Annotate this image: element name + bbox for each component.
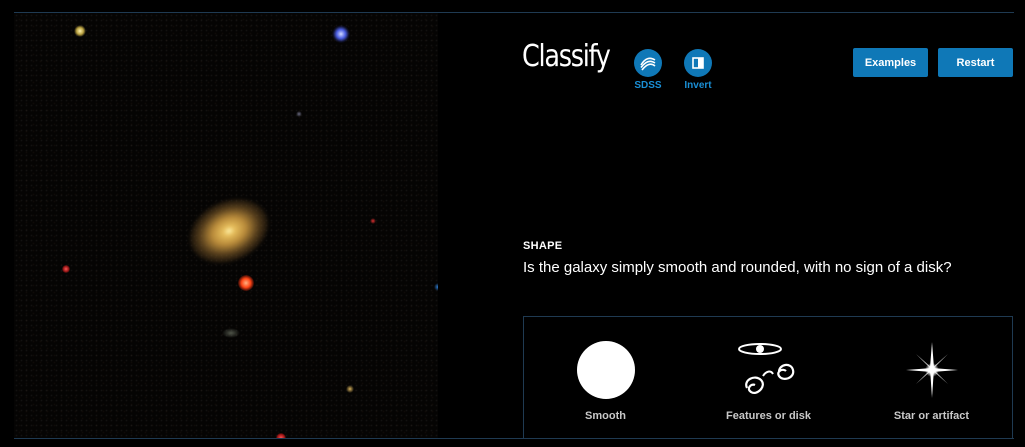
top-divider xyxy=(14,12,1014,13)
sdss-icon xyxy=(634,49,662,77)
task-label: SHAPE xyxy=(523,240,563,252)
examples-button[interactable]: Examples xyxy=(853,48,928,77)
page-title: Classify xyxy=(522,39,611,74)
restart-button[interactable]: Restart xyxy=(938,48,1013,77)
blue-star xyxy=(434,283,438,291)
answer-options: Smooth Features or disk xyxy=(523,316,1013,438)
smooth-icon xyxy=(524,337,687,403)
answer-smooth[interactable]: Smooth xyxy=(524,317,687,438)
sdss-button[interactable]: SDSS xyxy=(626,49,670,91)
faint-star xyxy=(296,111,302,117)
red-star xyxy=(276,433,286,438)
faint-galaxy xyxy=(222,328,240,338)
answer-label: Star or artifact xyxy=(893,410,970,422)
star-or-artifact-icon xyxy=(850,337,1013,403)
answer-star-or-artifact[interactable]: Star or artifact xyxy=(850,317,1013,438)
yellow-star xyxy=(74,25,86,37)
answer-features-or-disk[interactable]: Features or disk xyxy=(687,317,850,438)
bottom-divider xyxy=(14,438,1014,439)
invert-icon xyxy=(684,49,712,77)
invert-button[interactable]: Invert xyxy=(676,49,720,91)
red-star xyxy=(62,265,70,273)
blue-star xyxy=(332,25,350,43)
sdss-label: SDSS xyxy=(634,80,662,91)
target-galaxy xyxy=(179,186,279,276)
task-question: Is the galaxy simply smooth and rounded,… xyxy=(523,259,952,276)
invert-label: Invert xyxy=(684,80,712,91)
red-star xyxy=(370,218,376,224)
features-or-disk-icon xyxy=(687,337,850,403)
answer-label: Smooth xyxy=(585,410,626,422)
answer-label: Features or disk xyxy=(726,410,811,422)
yellow-star xyxy=(346,385,354,393)
galaxy-subject-image xyxy=(14,13,438,438)
red-object xyxy=(238,275,254,291)
